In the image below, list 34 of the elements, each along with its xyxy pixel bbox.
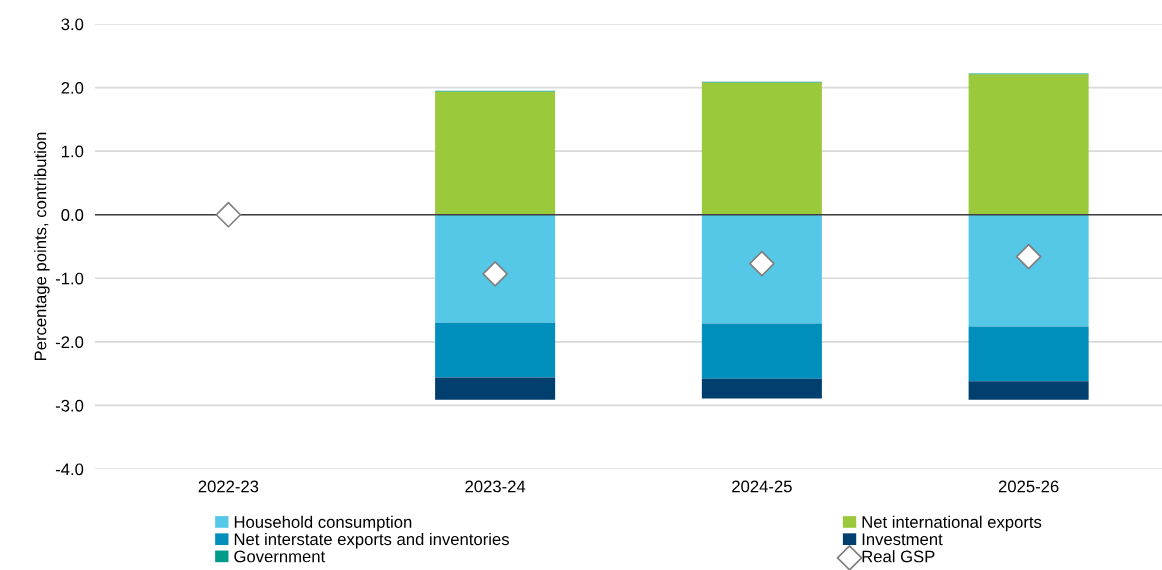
y-tick-label: -3.0	[55, 399, 84, 412]
bar	[701, 214, 822, 324]
y-axis-title: Percentage points, contribution	[34, 132, 50, 361]
x-tick-label: 2022-23	[198, 480, 259, 493]
x-tick-label: 2024-25	[732, 480, 792, 493]
bar	[435, 214, 556, 323]
x-tick-label: 2025-26	[998, 480, 1059, 493]
y-tick-label: -1.0	[55, 272, 84, 285]
bar	[968, 74, 1089, 215]
legend-label: Government	[234, 550, 326, 563]
bar	[701, 82, 822, 215]
y-tick-label: -2.0	[55, 336, 84, 349]
point	[482, 260, 508, 287]
point	[1015, 243, 1042, 270]
y-tick-label: 1.0	[61, 145, 84, 158]
y-tick-label: 2.0	[61, 81, 84, 94]
legend-label: Net interstate exports and inventories	[234, 532, 509, 549]
bar	[435, 322, 556, 378]
bar	[701, 378, 822, 399]
bar	[968, 381, 1089, 400]
legend-label: Household consumption	[234, 515, 412, 532]
legend-label: Net international exports	[862, 515, 1042, 532]
legend-label: Real GSP	[862, 550, 935, 563]
bar	[435, 377, 556, 400]
bar	[701, 323, 822, 379]
legend-label: Investment	[862, 533, 943, 546]
y-tick-label: 3.0	[61, 18, 84, 31]
bar	[968, 326, 1089, 382]
bar	[435, 91, 556, 215]
x-tick-label: 2023-24	[465, 480, 526, 493]
y-tick-label: -4.0	[55, 463, 84, 476]
bar	[968, 214, 1089, 327]
y-tick-label: 0.0	[61, 209, 84, 221]
point	[749, 250, 775, 277]
